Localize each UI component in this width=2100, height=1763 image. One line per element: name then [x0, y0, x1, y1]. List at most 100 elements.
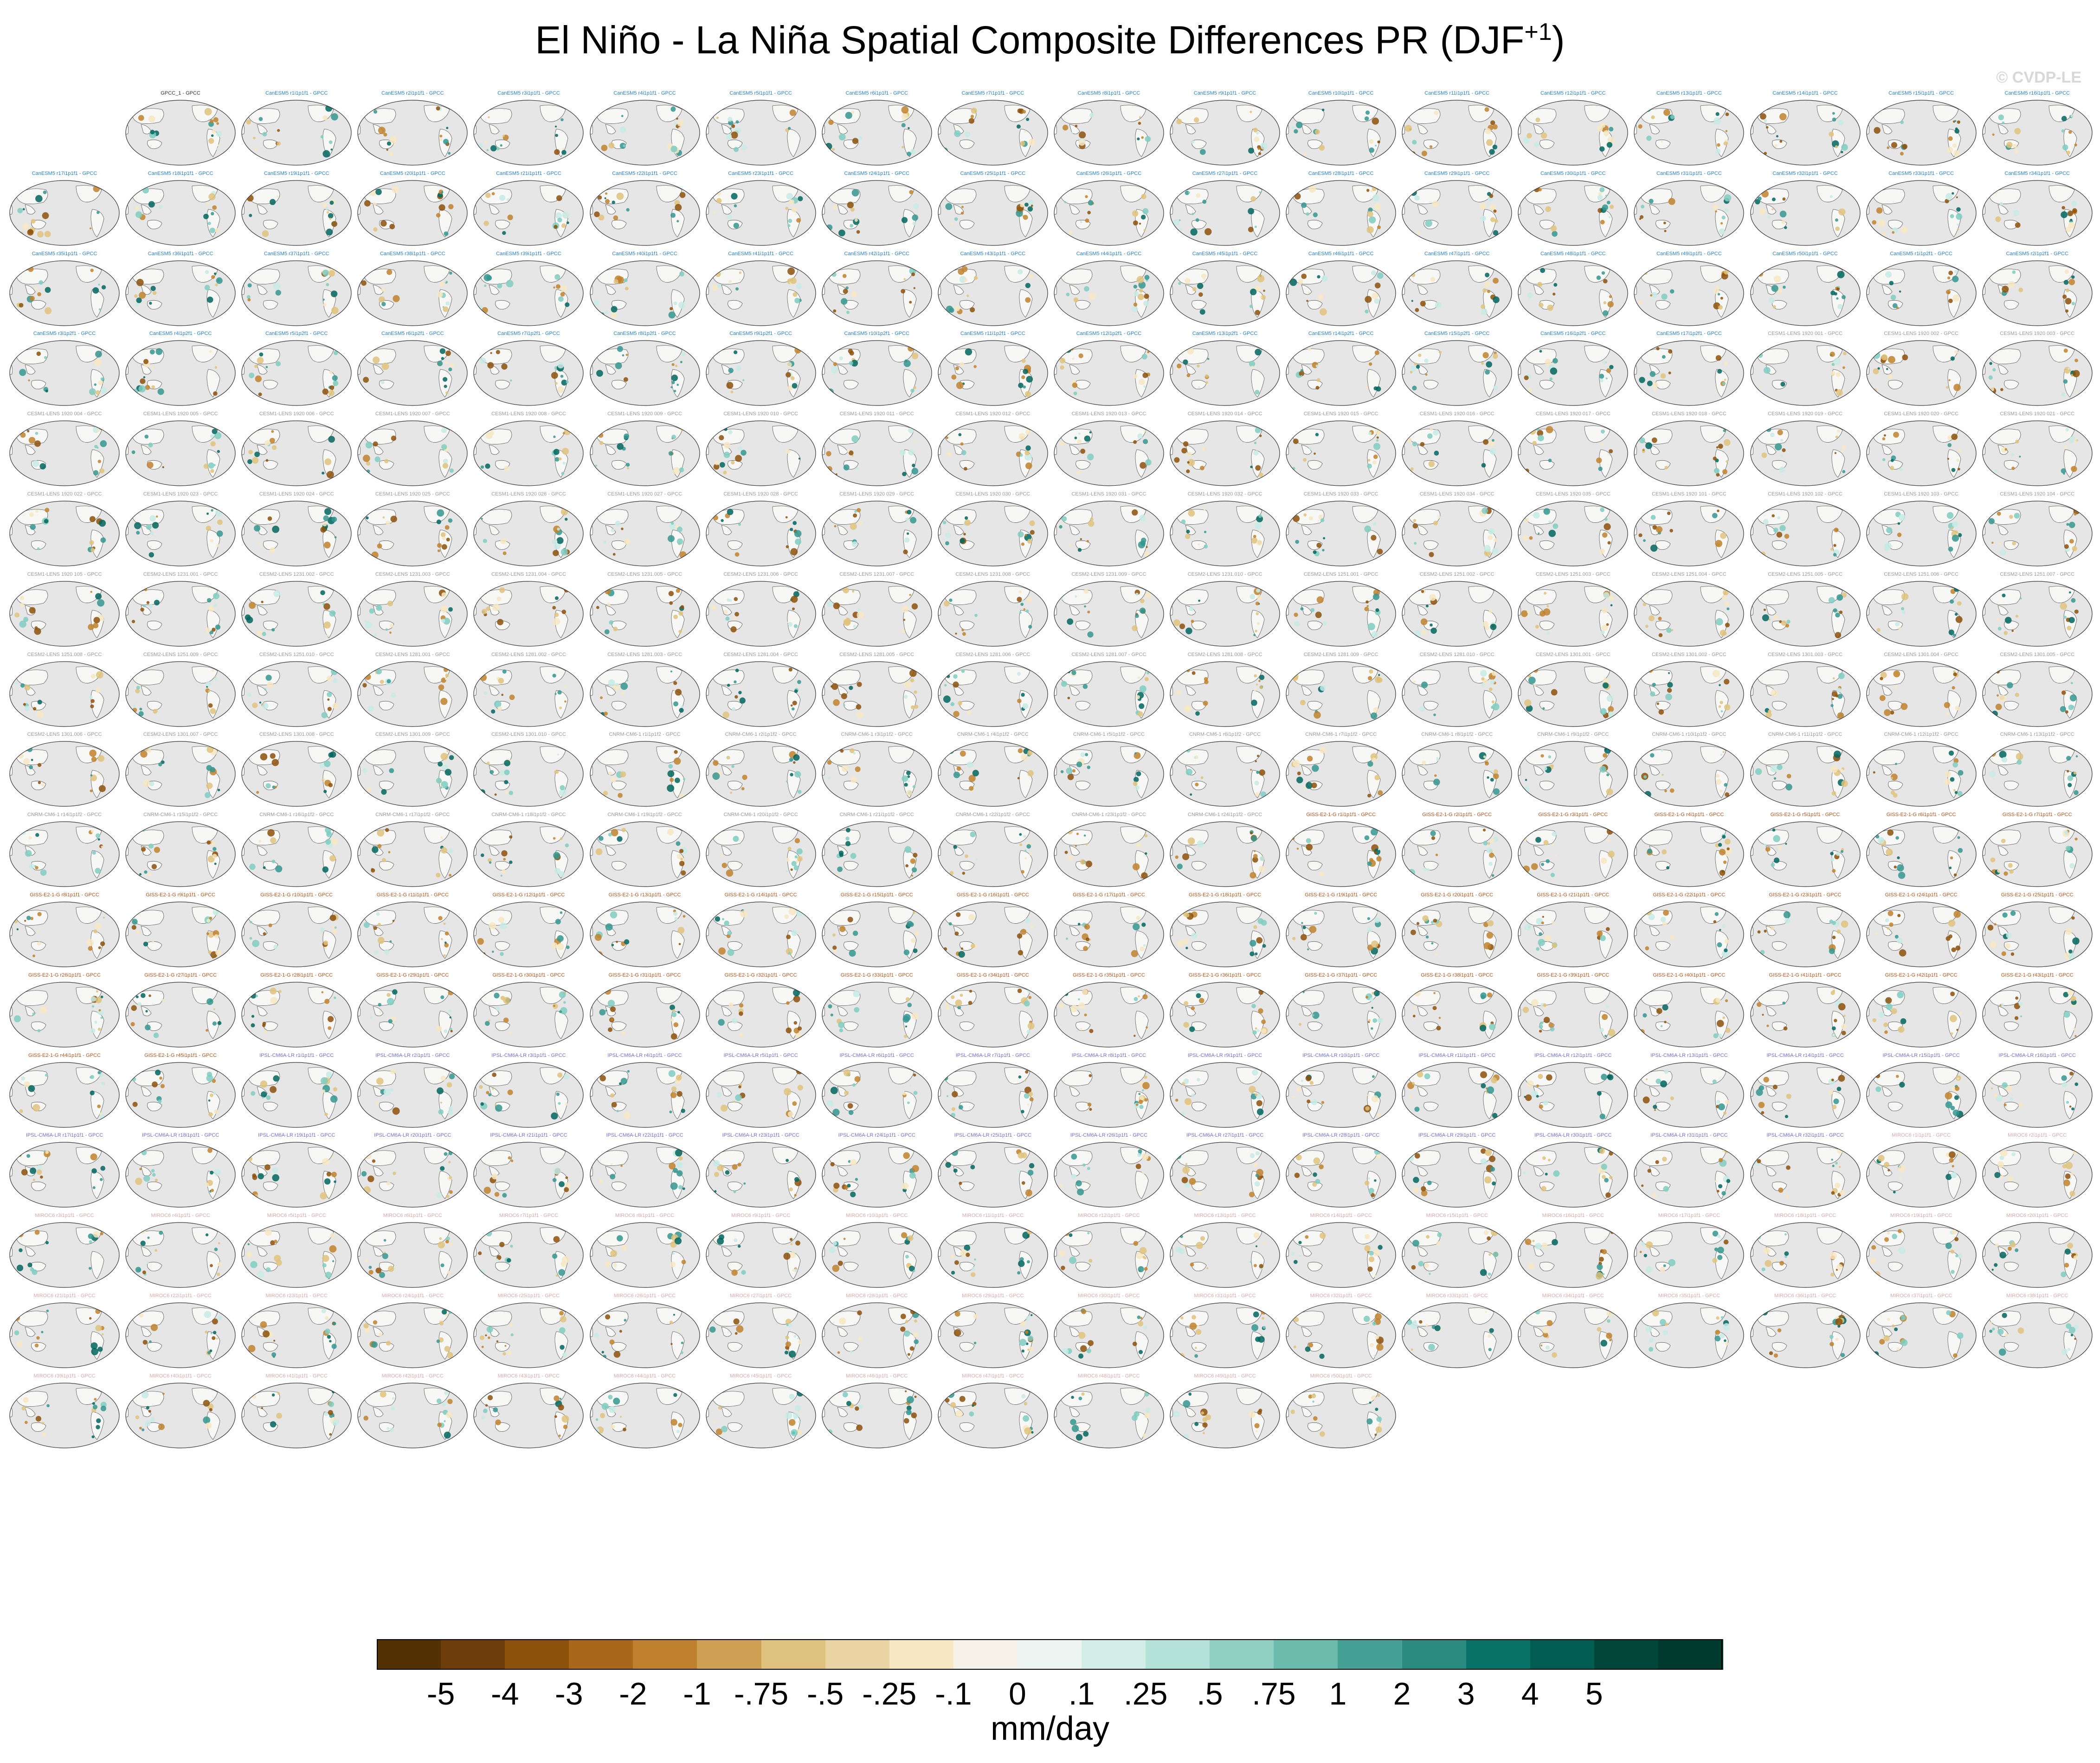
map-panel: MIROC6 r9i1p1f1 - GPCC	[703, 1212, 819, 1291]
map-panel: CanESM5 r10i1p1f1 - GPCC	[1283, 90, 1399, 169]
map-panel-label: IPSL-CM6A-LR r12i1p1f1 - GPCC	[1534, 1052, 1612, 1058]
world-map	[1170, 1222, 1280, 1288]
map-panel: CanESM5 r37i1p1f1 - GPCC	[238, 251, 354, 329]
colorbar-bin	[441, 1639, 506, 1670]
colorbar-tick-label: -.5	[806, 1676, 844, 1712]
page-title: El Niño - La Niña Spatial Composite Diff…	[0, 18, 2100, 63]
world-map	[1866, 180, 1977, 246]
map-panel-label: CESM2-LENS 1231.005 - GPCC	[607, 571, 682, 577]
colorbar-bin	[377, 1639, 442, 1670]
map-panel: MIROC6 r15i1p1f1 - GPCC	[1399, 1212, 1515, 1291]
world-map	[473, 741, 584, 807]
map-panel: CESM1-LENS 1920 025 - GPCC	[354, 491, 470, 570]
map-panel-label: GISS-E2-1-G r22i1p1f1 - GPCC	[1653, 892, 1726, 898]
map-panel-label: MIROC6 r49i1p1f1 - GPCC	[1194, 1373, 1256, 1379]
map-panel-label: CESM1-LENS 1920 102 - GPCC	[1768, 491, 1842, 497]
map-panel: MIROC6 r19i1p1f1 - GPCC	[1863, 1212, 1979, 1291]
map-panel: GISS-E2-1-G r39i1p1f1 - GPCC	[1515, 972, 1631, 1051]
world-map	[357, 420, 468, 486]
colorbar-bin	[1658, 1639, 1723, 1670]
world-map	[1170, 100, 1280, 166]
map-panel: GISS-E2-1-G r16i1p1f1 - GPCC	[935, 892, 1051, 971]
map-panel-label: GISS-E2-1-G r20i1p1f1 - GPCC	[1421, 892, 1494, 898]
world-map	[1286, 821, 1396, 887]
world-map	[1750, 821, 1861, 887]
map-panel: CNRM-CM6-1 r12i1p1f2 - GPCC	[1863, 731, 1979, 810]
map-panel: IPSL-CM6A-LR r20i1p1f1 - GPCC	[354, 1132, 470, 1211]
map-panel: CESM2-LENS 1281.001 - GPCC	[354, 651, 470, 730]
map-panel-label: CanESM5 r23i1p1f1 - GPCC	[728, 170, 793, 176]
map-panel-label: GISS-E2-1-G r8i1p1f1 - GPCC	[30, 892, 99, 898]
map-panel: CESM1-LENS 1920 014 - GPCC	[1167, 411, 1283, 489]
world-map	[1634, 420, 1744, 486]
map-panel: CESM2-LENS 1251.005 - GPCC	[1747, 571, 1863, 650]
world-map	[938, 180, 1048, 246]
colorbar-bin	[633, 1639, 698, 1670]
map-panel: CESM2-LENS 1281.008 - GPCC	[1167, 651, 1283, 730]
map-panel: CanESM5 r12i1p1f1 - GPCC	[1515, 90, 1631, 169]
world-map	[1170, 821, 1280, 887]
world-map	[357, 1222, 468, 1288]
world-map	[1054, 821, 1164, 887]
world-map	[241, 1062, 352, 1128]
map-panel-label: MIROC6 r9i1p1f1 - GPCC	[731, 1213, 791, 1219]
map-panel: CESM1-LENS 1920 026 - GPCC	[470, 491, 586, 570]
world-map	[125, 982, 236, 1048]
colorbar	[377, 1639, 1723, 1670]
map-panel-label: IPSL-CM6A-LR r11i1p1f1 - GPCC	[1418, 1052, 1495, 1058]
map-panel-label: CNRM-CM6-1 r5i1p1f2 - GPCC	[1073, 732, 1145, 738]
map-panel: IPSL-CM6A-LR r13i1p1f1 - GPCC	[1631, 1052, 1747, 1131]
map-panel-label: CESM2-LENS 1301.004 - GPCC	[1884, 651, 1958, 657]
map-panel: GISS-E2-1-G r1i1p1f1 - GPCC	[1283, 811, 1399, 890]
world-map	[1170, 260, 1280, 326]
map-panel: CESM1-LENS 1920 033 - GPCC	[1283, 491, 1399, 570]
map-panel: CESM1-LENS 1920 031 - GPCC	[1051, 491, 1167, 570]
colorbar-bin	[953, 1639, 1018, 1670]
map-panel: CESM2-LENS 1281.005 - GPCC	[819, 651, 935, 730]
map-panel: CESM1-LENS 1920 034 - GPCC	[1399, 491, 1515, 570]
world-map	[9, 1062, 120, 1128]
world-map	[1170, 1062, 1280, 1128]
colorbar-units: mm/day	[990, 1710, 1110, 1747]
map-panel-label: CanESM5 r27i1p1f1 - GPCC	[1192, 170, 1258, 176]
world-map	[705, 741, 816, 807]
world-map	[705, 501, 816, 566]
map-panel: CESM1-LENS 1920 029 - GPCC	[819, 491, 935, 570]
map-panel-label: CESM2-LENS 1231.006 - GPCC	[723, 571, 798, 577]
map-panel-label: GISS-E2-1-G r37i1p1f1 - GPCC	[1305, 972, 1378, 978]
map-panel: GISS-E2-1-G r21i1p1f1 - GPCC	[1515, 892, 1631, 971]
world-map	[1054, 420, 1164, 486]
world-map	[1866, 1142, 1977, 1208]
world-map	[822, 1142, 932, 1208]
map-panel: CESM2-LENS 1301.006 - GPCC	[6, 731, 122, 810]
map-panel: MIROC6 r50i1p1f1 - GPCC	[1283, 1373, 1399, 1452]
map-panel: MIROC6 r10i1p1f1 - GPCC	[819, 1212, 935, 1291]
map-panel-label: CESM2-LENS 1281.001 - GPCC	[375, 651, 450, 657]
world-map	[357, 100, 468, 166]
map-panel: MIROC6 r4i1p1f1 - GPCC	[122, 1212, 238, 1291]
world-map	[473, 581, 584, 647]
map-panel: GISS-E2-1-G r11i1p1f1 - GPCC	[354, 892, 470, 971]
map-panel: CNRM-CM6-1 r7i1p1f2 - GPCC	[1283, 731, 1399, 810]
map-panel-label: GISS-E2-1-G r34i1p1f1 - GPCC	[956, 972, 1029, 978]
map-panel-label: CanESM5 r47i1p1f1 - GPCC	[1424, 251, 1490, 257]
map-panel: IPSL-CM6A-LR r21i1p1f1 - GPCC	[470, 1132, 586, 1211]
map-panel: MIROC6 r6i1p1f1 - GPCC	[354, 1212, 470, 1291]
colorbar-bin	[1274, 1639, 1339, 1670]
map-panel-label: GISS-E2-1-G r40i1p1f1 - GPCC	[1653, 972, 1726, 978]
map-panel-label: CESM1-LENS 1920 029 - GPCC	[839, 491, 915, 497]
map-panel-label: MIROC6 r40i1p1f1 - GPCC	[149, 1373, 212, 1379]
map-panel: MIROC6 r32i1p1f1 - GPCC	[1283, 1293, 1399, 1371]
map-panel-label: GISS-E2-1-G r11i1p1f1 - GPCC	[376, 892, 449, 898]
colorbar-tick-label: -5	[426, 1676, 455, 1712]
world-map	[938, 1383, 1048, 1448]
world-map	[241, 180, 352, 246]
world-map	[241, 661, 352, 727]
map-panel: CanESM5 r45i1p1f1 - GPCC	[1167, 251, 1283, 329]
map-panel: GISS-E2-1-G r5i1p1f1 - GPCC	[1747, 811, 1863, 890]
map-panel-label: CanESM5 r25i1p1f1 - GPCC	[960, 170, 1026, 176]
world-map	[9, 1142, 120, 1208]
map-panel-label: CESM1-LENS 1920 004 - GPCC	[27, 411, 102, 417]
map-panel-label: CanESM5 r13i1p1f1 - GPCC	[1656, 90, 1722, 96]
world-map	[938, 340, 1048, 406]
